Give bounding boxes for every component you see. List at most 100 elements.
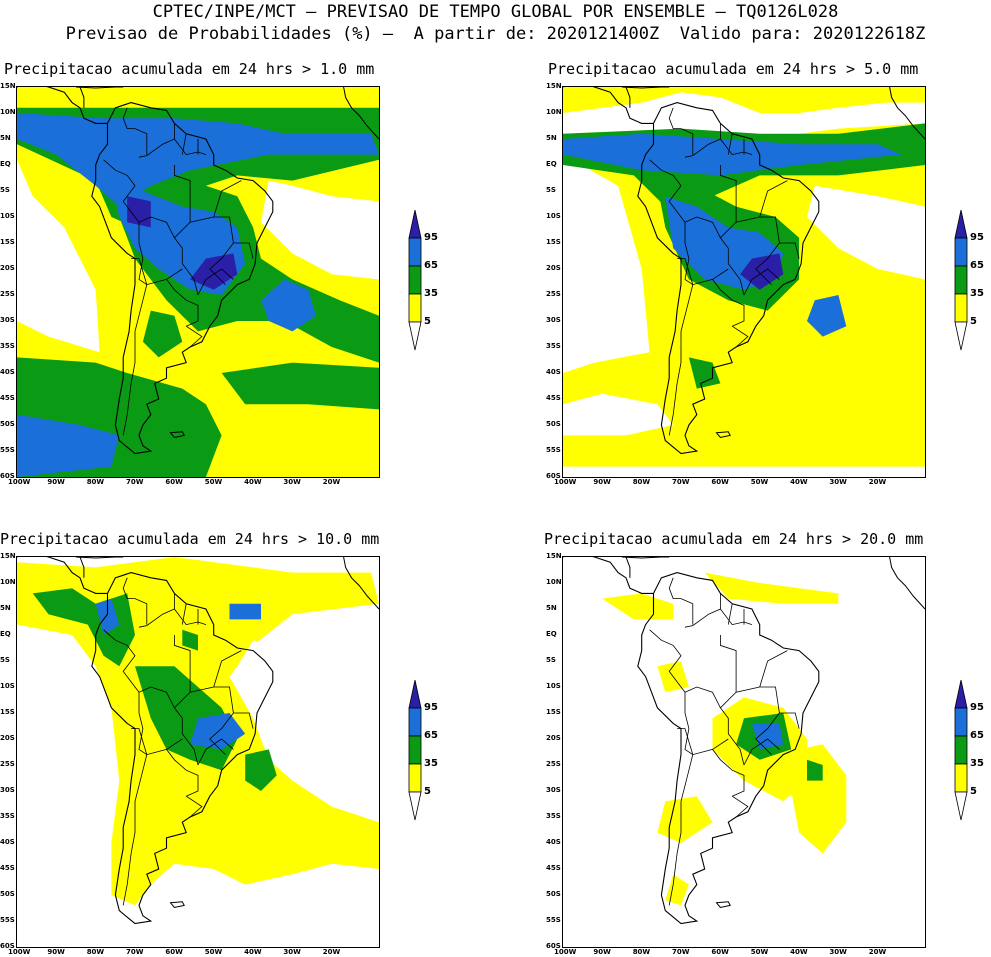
country-border bbox=[684, 686, 745, 766]
lon-tick-label: 30W bbox=[829, 948, 847, 956]
lat-tick-label: 5S bbox=[546, 656, 556, 664]
lat-tick-label: 50S bbox=[546, 890, 561, 898]
legend-swatch-white bbox=[408, 791, 422, 821]
lat-tick-label: 30S bbox=[546, 786, 561, 794]
lon-tick-label: 100W bbox=[554, 948, 577, 956]
country-border bbox=[731, 325, 749, 348]
probability-area-yellow bbox=[657, 796, 713, 843]
lat-tick-label: 20S bbox=[546, 734, 561, 742]
lat-tick-label: 20S bbox=[0, 734, 15, 742]
probability-area-green bbox=[221, 362, 379, 410]
country-border bbox=[755, 216, 780, 285]
central-america-coastline bbox=[17, 557, 108, 594]
legend-swatch-yellow bbox=[954, 763, 968, 793]
lat-tick-label: 45S bbox=[0, 394, 15, 402]
legend-swatch-white bbox=[408, 321, 422, 351]
lon-tick-label: 80W bbox=[86, 478, 105, 486]
probability-area-blue bbox=[190, 713, 246, 750]
lat-tick-label: 45S bbox=[0, 864, 15, 872]
central-america-coastline bbox=[17, 87, 108, 124]
lat-tick-label: 60S bbox=[546, 472, 561, 480]
country-border bbox=[731, 795, 749, 818]
probability-area-white bbox=[17, 159, 100, 353]
falkland-islands bbox=[169, 901, 185, 909]
lon-tick-label: 30W bbox=[829, 478, 847, 486]
lat-tick-label: 5S bbox=[0, 186, 10, 194]
legend-swatch-yellow bbox=[954, 293, 968, 323]
caribbean-coastline bbox=[621, 557, 670, 559]
lat-tick-label: 10N bbox=[546, 108, 562, 116]
legend-swatch-navy bbox=[408, 680, 422, 709]
africa-coastline bbox=[343, 87, 379, 140]
legend-swatch-blue bbox=[408, 237, 422, 267]
south-america-coastline bbox=[637, 102, 820, 455]
falkland-islands bbox=[169, 431, 185, 439]
falkland-islands bbox=[715, 431, 731, 439]
probability-area-green bbox=[807, 759, 823, 781]
country-border bbox=[649, 159, 686, 223]
lat-tick-label: 15N bbox=[0, 552, 16, 560]
country-border bbox=[122, 258, 148, 436]
south-america-coastline bbox=[637, 572, 820, 925]
lat-tick-label: 15N bbox=[546, 82, 562, 90]
country-border bbox=[743, 268, 780, 296]
lat-tick-label: 55S bbox=[546, 446, 561, 454]
map-panel bbox=[562, 556, 926, 948]
central-america-coastline bbox=[563, 557, 654, 594]
country-border bbox=[759, 650, 788, 688]
country-border bbox=[668, 258, 694, 436]
probability-area-yellow bbox=[791, 744, 847, 854]
country-border bbox=[743, 738, 780, 766]
probability-area-yellow bbox=[704, 572, 839, 604]
africa-coastline bbox=[889, 557, 925, 610]
precipitation-map bbox=[563, 557, 925, 925]
country-border bbox=[181, 603, 187, 625]
lat-tick-label: 60S bbox=[546, 942, 561, 950]
lat-tick-label: 10N bbox=[0, 108, 16, 116]
lon-tick-label: 20W bbox=[868, 948, 887, 956]
country-border bbox=[649, 629, 686, 693]
central-america-coastline bbox=[48, 557, 85, 578]
south-america-coastline bbox=[91, 102, 274, 455]
legend-swatch-green bbox=[954, 265, 968, 295]
probability-area-green bbox=[688, 357, 721, 389]
country-border bbox=[174, 686, 214, 709]
lon-tick-label: 50W bbox=[750, 478, 769, 486]
lat-tick-label: 50S bbox=[0, 420, 15, 428]
lon-tick-label: 30W bbox=[283, 948, 301, 956]
lat-tick-label: 45S bbox=[546, 864, 561, 872]
lat-tick-label: 55S bbox=[546, 916, 561, 924]
legend-level-label: 35 bbox=[424, 758, 438, 769]
legend-level-label: 95 bbox=[970, 232, 984, 243]
legend-swatch-white bbox=[954, 791, 968, 821]
lat-tick-label: 15S bbox=[0, 238, 15, 246]
legend-level-label: 65 bbox=[970, 260, 984, 271]
falkland-islands bbox=[715, 901, 731, 909]
lon-tick-label: 100W bbox=[554, 478, 577, 486]
country-border bbox=[185, 325, 203, 348]
country-border bbox=[727, 133, 733, 155]
country-border bbox=[779, 242, 800, 259]
probability-area-white bbox=[563, 154, 650, 373]
lat-tick-label: 15S bbox=[0, 708, 15, 716]
probability-area-green bbox=[142, 310, 183, 358]
country-border bbox=[122, 577, 148, 625]
lat-tick-label: 5N bbox=[0, 134, 11, 142]
central-america-coastline bbox=[563, 87, 654, 124]
lon-tick-label: 40W bbox=[790, 948, 808, 956]
precipitation-map bbox=[17, 87, 379, 477]
lon-tick-label: 70W bbox=[672, 948, 690, 956]
lon-tick-label: 70W bbox=[126, 478, 144, 486]
country-border bbox=[779, 712, 800, 729]
lon-tick-label: 50W bbox=[204, 948, 223, 956]
caribbean-coastline bbox=[621, 87, 670, 89]
probability-area-green bbox=[245, 749, 277, 791]
lat-tick-label: 10S bbox=[546, 682, 561, 690]
lat-tick-label: 35S bbox=[0, 342, 15, 350]
lat-tick-label: 25S bbox=[0, 290, 15, 298]
lat-tick-label: 15N bbox=[546, 552, 562, 560]
lat-tick-label: 30S bbox=[0, 316, 15, 324]
panel-title: Precipitacao acumulada em 24 hrs > 10.0 … bbox=[0, 530, 380, 548]
lon-tick-label: 70W bbox=[672, 478, 690, 486]
country-border bbox=[712, 279, 745, 327]
